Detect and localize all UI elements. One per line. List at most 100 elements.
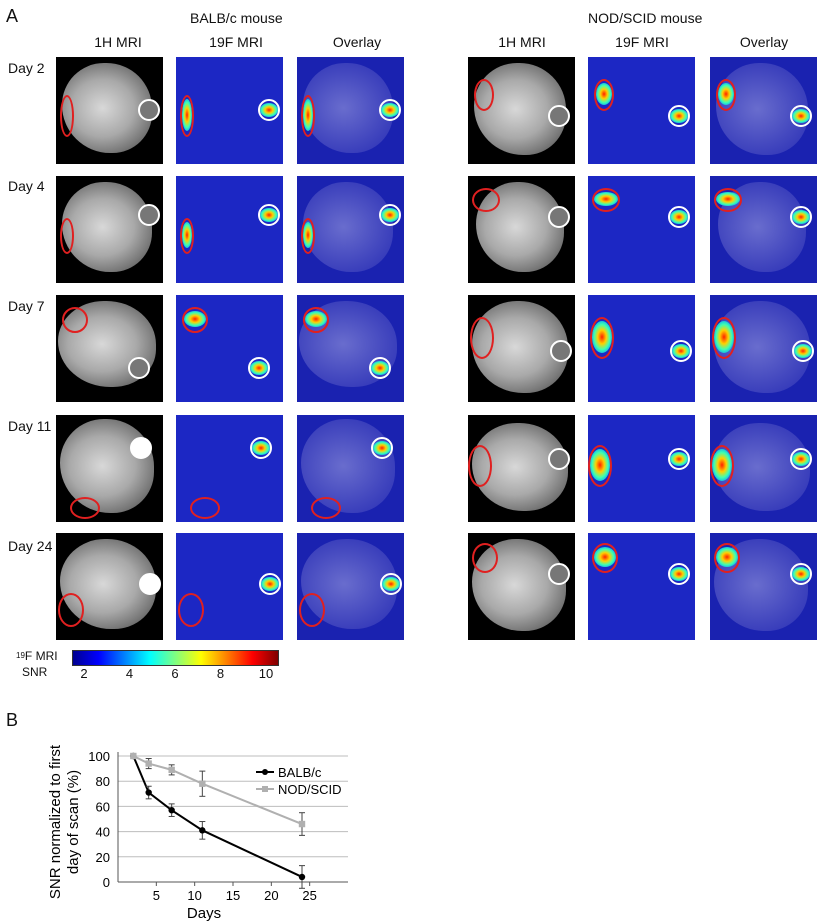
reference-circle: [548, 105, 570, 127]
roi-red-ellipse: [594, 79, 614, 111]
image-balbc-overlay-day-2: [297, 57, 404, 164]
reference-circle: [790, 448, 812, 470]
chart-legend: BALB/c NOD/SCID: [256, 765, 342, 797]
image-balbc-1h-mri-day-2: [56, 57, 163, 164]
column-header-overlay: Overlay: [739, 34, 789, 50]
column-header-19f-mri: 19F MRI: [615, 34, 669, 50]
image-nodscid-1h-mri-day-2: [468, 57, 575, 164]
roi-red-ellipse: [472, 188, 500, 212]
mouse-cross-section: [62, 63, 152, 153]
x-tick-label: 10: [187, 888, 201, 903]
colorbar-label-snr: SNR: [22, 665, 48, 679]
column-header-19f-mri: 19F MRI: [209, 34, 263, 50]
column-header-1h-mri: 1H MRI: [94, 34, 142, 50]
roi-red-ellipse: [712, 317, 736, 359]
legend-marker: [262, 769, 268, 775]
series-line: [132, 755, 303, 825]
reference-circle: [138, 204, 160, 226]
reference-circle: [548, 448, 570, 470]
y-axis-label-line2: day of scan (%): [65, 770, 82, 874]
image-balbc-19f-mri-day-11: [176, 415, 283, 522]
image-balbc-19f-mri-day-24: [176, 533, 283, 640]
x-tick-label: 25: [302, 888, 316, 903]
roi-red-ellipse: [301, 95, 315, 137]
row-label-day-2: Day 2: [8, 60, 45, 76]
mouse-cross-section: [303, 182, 393, 272]
roi-red-ellipse: [710, 445, 734, 487]
column-header-1h-mri: 1H MRI: [498, 34, 546, 50]
reference-circle: [668, 448, 690, 470]
roi-red-ellipse: [301, 218, 315, 254]
image-balbc-overlay-day-24: [297, 533, 404, 640]
colorbar-gradient: [72, 650, 279, 666]
legend-marker: [262, 786, 268, 792]
roi-red-ellipse: [592, 543, 618, 573]
x-axis-label: Days: [187, 905, 221, 922]
image-nodscid-19f-mri-day-11: [588, 415, 695, 522]
mouse-cross-section: [60, 419, 154, 513]
roi-red-ellipse: [182, 307, 208, 333]
data-point: [199, 780, 206, 787]
reference-circle: [259, 573, 281, 595]
row-label-day-7: Day 7: [8, 298, 45, 314]
data-point: [168, 806, 175, 814]
reference-circle: [130, 437, 152, 459]
colorbar-tick-label: 4: [125, 666, 134, 681]
reference-circle: [792, 340, 814, 362]
colorbar-ticks: 2 4 6 8 10: [72, 666, 277, 684]
reference-circle: [138, 99, 160, 121]
image-nodscid-1h-mri-day-24: [468, 533, 575, 640]
y-tick-label: 20: [96, 850, 110, 865]
image-nodscid-overlay-day-24: [710, 533, 817, 640]
image-nodscid-19f-mri-day-4: [588, 176, 695, 283]
chart-x-tick-labels: 5 10 15 20 25: [153, 882, 317, 903]
column-header-overlay: Overlay: [332, 34, 382, 50]
panel-a-label: A: [6, 6, 19, 26]
reference-circle: [248, 357, 270, 379]
y-tick-label: 100: [88, 749, 110, 764]
image-nodscid-1h-mri-day-4: [468, 176, 575, 283]
image-balbc-1h-mri-day-4: [56, 176, 163, 283]
reference-circle: [379, 99, 401, 121]
reference-circle: [250, 437, 272, 459]
image-balbc-1h-mri-day-11: [56, 415, 163, 522]
data-point: [145, 760, 152, 767]
image-nodscid-overlay-day-4: [710, 176, 817, 283]
image-nodscid-overlay-day-2: [710, 57, 817, 164]
colorbar-tick-label: 2: [80, 666, 88, 681]
x-tick-label: 20: [264, 888, 278, 903]
roi-red-ellipse: [178, 593, 204, 627]
roi-red-ellipse: [468, 445, 492, 487]
mouse-cross-section: [301, 419, 395, 513]
reference-circle: [369, 357, 391, 379]
roi-red-ellipse: [588, 445, 612, 487]
roi-red-ellipse: [716, 79, 736, 111]
image-nodscid-overlay-day-7: [710, 295, 817, 402]
chart-gridlines: [118, 755, 348, 858]
panel-b-label: B: [6, 710, 19, 730]
reference-circle: [128, 357, 150, 379]
reference-circle: [790, 563, 812, 585]
roi-red-ellipse: [180, 218, 194, 254]
image-balbc-19f-mri-day-7: [176, 295, 283, 402]
colorbar-tick-label: 10: [258, 666, 274, 681]
image-nodscid-overlay-day-11: [710, 415, 817, 522]
roi-red-ellipse: [180, 95, 194, 137]
roi-red-ellipse: [299, 593, 325, 627]
image-balbc-overlay-day-4: [297, 176, 404, 283]
row-label-day-24: Day 24: [8, 538, 53, 554]
reference-circle: [258, 204, 280, 226]
legend-label: BALB/c: [278, 765, 322, 780]
y-tick-label: 0: [103, 875, 110, 890]
reference-circle: [258, 99, 280, 121]
reference-circle: [380, 573, 402, 595]
image-balbc-1h-mri-day-24: [56, 533, 163, 640]
roi-red-ellipse: [714, 543, 740, 573]
reference-circle: [668, 105, 690, 127]
chart-y-tick-labels: 0 20 40 60 80 100: [88, 749, 110, 890]
roi-red-ellipse: [472, 543, 498, 573]
y-tick-label: 60: [96, 799, 110, 814]
image-balbc-19f-mri-day-2: [176, 57, 283, 164]
chart-series: [130, 752, 306, 889]
reference-circle: [790, 105, 812, 127]
